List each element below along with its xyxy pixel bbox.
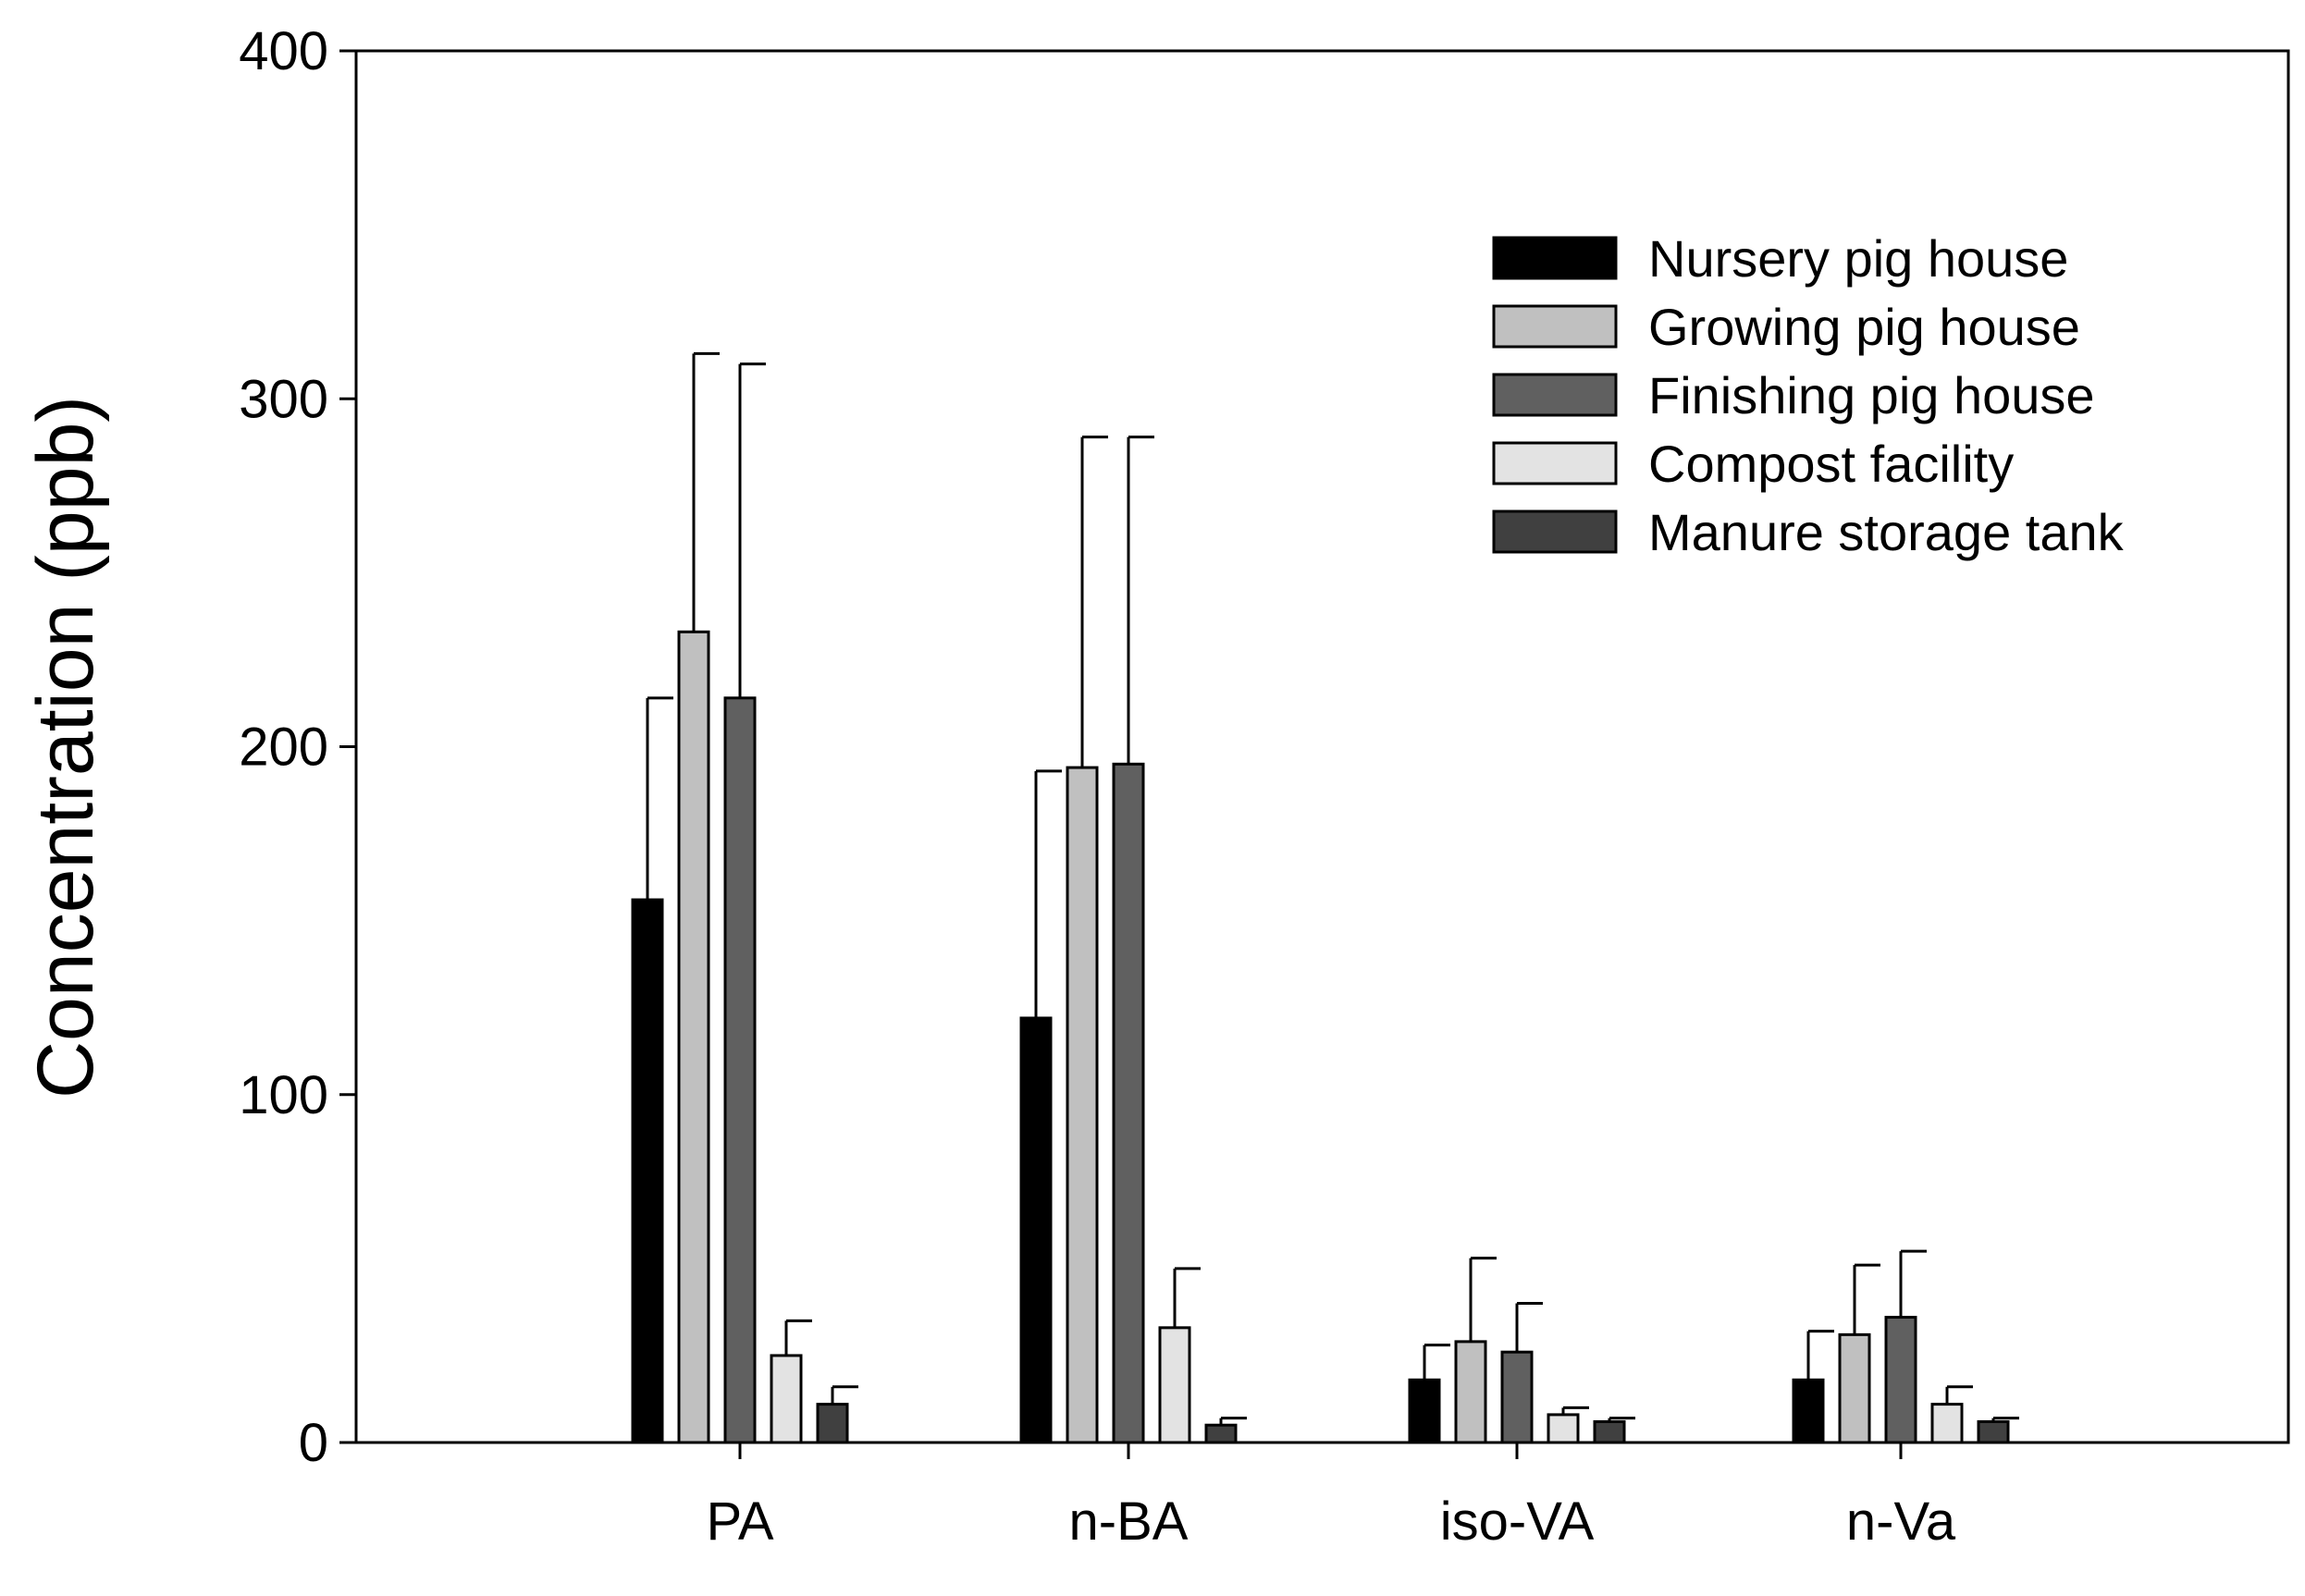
- legend-swatch: [1492, 304, 1618, 349]
- bar: [770, 1354, 803, 1444]
- legend-swatch: [1492, 236, 1618, 280]
- bar: [816, 1403, 849, 1444]
- legend-label: Compost facility: [1648, 435, 2014, 493]
- x-category-label: PA: [706, 1492, 773, 1552]
- bar: [1019, 1016, 1053, 1444]
- x-category-label: n-BA: [1069, 1492, 1189, 1552]
- bar: [631, 898, 664, 1444]
- bar: [1547, 1413, 1580, 1444]
- bar: [1112, 762, 1145, 1444]
- legend-label: Growing pig house: [1648, 298, 2080, 356]
- bar: [1884, 1316, 1917, 1444]
- y-axis: 0 100 200 300 400: [239, 21, 356, 1473]
- bar: [1977, 1419, 2010, 1444]
- y-tick-label: 100: [239, 1065, 328, 1125]
- x-category-label: n-Va: [1846, 1492, 1956, 1552]
- bars-layer: [631, 630, 2010, 1444]
- bar: [1838, 1332, 1871, 1444]
- legend-swatch: [1492, 441, 1618, 485]
- error-bars-layer: [646, 351, 2019, 1426]
- bar: [1408, 1378, 1441, 1444]
- bar: [1204, 1423, 1238, 1444]
- legend-swatch: [1492, 509, 1618, 554]
- bar: [677, 630, 710, 1444]
- legend-swatch: [1492, 373, 1618, 417]
- y-tick-label: 200: [239, 718, 328, 778]
- bar: [1930, 1403, 1964, 1444]
- y-axis-title: Concentration (ppb): [21, 396, 110, 1099]
- bar: [1500, 1350, 1534, 1444]
- bar: [1792, 1378, 1825, 1444]
- y-tick-label: 400: [239, 21, 328, 81]
- bar: [1454, 1340, 1487, 1444]
- legend-label: Manure storage tank: [1648, 503, 2125, 561]
- legend-label: Nursery pig house: [1648, 229, 2068, 288]
- y-tick-label: 300: [239, 369, 328, 429]
- bar: [723, 696, 757, 1444]
- bar: [1066, 766, 1099, 1444]
- x-category-label: iso-VA: [1440, 1492, 1595, 1552]
- y-tick-label: 0: [299, 1413, 328, 1473]
- x-axis: PA n-BA iso-VA n-Va: [706, 1443, 1956, 1552]
- bar: [1158, 1326, 1191, 1444]
- legend: Nursery pig house Growing pig house Finish…: [1492, 229, 2125, 561]
- legend-label: Finishing pig house: [1648, 366, 2095, 424]
- bar: [1593, 1419, 1626, 1444]
